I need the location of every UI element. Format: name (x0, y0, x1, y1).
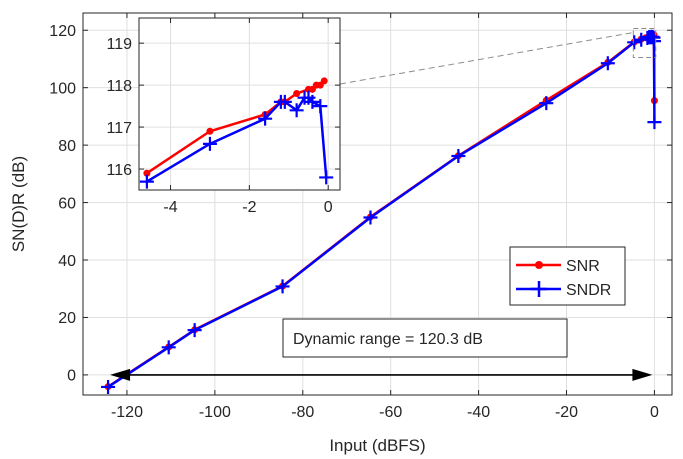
inset-data-point-sndr (139, 174, 154, 189)
y-tick-label: 80 (58, 138, 76, 155)
y-axis-label: SN(D)R (dB) (9, 156, 28, 252)
arrow-head-right (632, 368, 653, 381)
y-tick-label: 100 (49, 80, 76, 97)
annotation-text: Dynamic range = 120.3 dB (293, 331, 483, 348)
inset-data-point-sndr (277, 94, 292, 109)
y-tick-label: 60 (58, 195, 76, 212)
data-point-sndr (600, 56, 615, 71)
legend-snr-label: SNR (566, 258, 600, 275)
data-point-sndr (161, 340, 176, 355)
data-point-sndr (275, 279, 290, 294)
inset-plot: -4 -2 0 116 117 118 119 (106, 17, 341, 216)
inset-y-tick-label: 117 (106, 120, 132, 137)
x-tick-label: -40 (467, 404, 490, 421)
inset-y-tick-label: 116 (106, 162, 132, 179)
dynamic-range-arrow (110, 368, 653, 381)
x-tick-label: -120 (111, 404, 143, 421)
x-tick-label: -20 (555, 404, 578, 421)
y-tick-label: 0 (67, 368, 76, 385)
data-point-sndr (634, 32, 649, 47)
inset-data-point-snr (206, 127, 214, 135)
inset-x-tick-label: -2 (242, 199, 256, 216)
inset-plot-area (139, 18, 340, 190)
axes-frame (82, 12, 673, 396)
inset-x-tick-label: 0 (324, 199, 333, 216)
legend: SNR SNDR (509, 246, 626, 306)
x-tick-label: -60 (379, 404, 402, 421)
inset-data-point-sndr (305, 94, 320, 109)
dynamic-range-annotation: Dynamic range = 120.3 dB (282, 318, 568, 358)
inset-x-tick-label: -4 (163, 199, 177, 216)
x-tick-label: 0 (650, 404, 659, 421)
inset-data-point-sndr (319, 170, 334, 185)
legend-box (509, 246, 626, 306)
data-point-sndr (539, 96, 554, 111)
y-tick-label: 20 (58, 310, 76, 327)
legend-sndr-label: SNDR (566, 282, 611, 299)
inset-data-point-sndr (258, 111, 273, 126)
inset-y-tick-label: 119 (106, 36, 132, 53)
legend-sndr-marker (531, 281, 547, 297)
zoom-region-box (632, 28, 657, 59)
inset-y-tick-label: 118 (106, 78, 132, 95)
inset-data-point-sndr (202, 136, 217, 151)
y-tick-label: 120 (49, 23, 76, 40)
data-point-sndr (646, 34, 661, 49)
x-tick-label: -80 (291, 404, 314, 421)
data-point-sndr (363, 210, 378, 225)
annotation-box (282, 318, 568, 358)
arrow-head-left (110, 368, 131, 381)
data-point-sndr (187, 323, 202, 338)
data-point-sndr (451, 149, 466, 164)
inset-data-point-snr (293, 90, 301, 98)
inset-data-point-sndr (313, 99, 328, 114)
legend-snr-marker (535, 261, 543, 269)
data-point-sndr (101, 379, 116, 394)
y-tick-label: 40 (58, 253, 76, 270)
data-point-sndr (647, 115, 662, 130)
inset-data-point-sndr (289, 103, 304, 118)
inset-data-point-snr (320, 77, 328, 85)
x-axis-label: Input (dBFS) (329, 436, 425, 455)
data-point-sndr (627, 35, 642, 50)
inset-axes-frame (138, 17, 341, 191)
x-tick-label: -100 (199, 404, 231, 421)
inset-data-point-snr (143, 169, 151, 177)
